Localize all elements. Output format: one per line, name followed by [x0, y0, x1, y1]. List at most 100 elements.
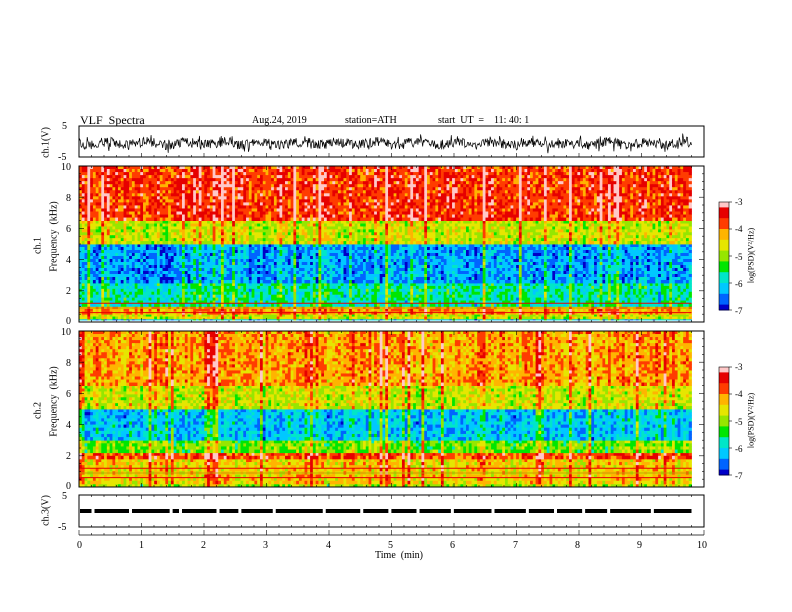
ch1-spectrogram-cell	[363, 314, 366, 317]
ch1-spectrogram-cell	[664, 317, 667, 320]
ch1-spectrogram-cell	[583, 286, 586, 289]
ch1-spectrogram-cell	[316, 289, 319, 292]
ch1-spectrogram-cell	[160, 314, 163, 317]
ch1-spectrogram-cell	[421, 314, 424, 317]
ch1-spectrogram-cell	[586, 283, 589, 286]
ch1-spectrogram-cell	[519, 286, 522, 289]
ch1-spectrogram-cell	[118, 317, 121, 320]
ch1-spectrogram-cell	[188, 314, 191, 317]
ch1-spectrogram-cell	[260, 309, 263, 312]
ch1-spectrogram-cell	[469, 314, 472, 317]
ch1-spectrogram-cell	[402, 286, 405, 289]
ch1-spectrogram-cell	[215, 286, 218, 289]
ch1-spectrogram-cell	[369, 309, 372, 312]
ch1-spectrogram-cell	[394, 289, 397, 292]
ch1-spectrogram-cell	[274, 314, 277, 317]
ch1-spectrogram-cell	[101, 317, 104, 320]
ch1-spectrogram-cell	[335, 289, 338, 292]
ch1-spectrogram-cell	[176, 317, 179, 320]
ch1-spectrogram-cell	[396, 309, 399, 312]
ch1-spectrogram-cell	[563, 317, 566, 320]
ch1-spectrogram-cell	[160, 289, 163, 292]
ch1-spectrogram-cell	[360, 309, 363, 312]
ch1-spectrogram-cell	[240, 317, 243, 320]
ch1-spectrogram-cell	[374, 309, 377, 312]
ch1-spectrogram-cell	[285, 314, 288, 317]
ch1-spectrogram-cell	[346, 289, 349, 292]
ch1-spectrogram-cell	[274, 289, 277, 292]
ch1-spectrogram-cell	[650, 317, 653, 320]
ch1-spectrogram-cell	[608, 314, 611, 317]
ch1-spectrogram-cell	[538, 283, 541, 286]
ch1-spectrogram-cell	[257, 286, 260, 289]
ch1-spectrogram-cell	[602, 314, 605, 317]
ch1-spectrogram-cell	[305, 309, 308, 312]
ch1-spectrogram-cell	[658, 317, 661, 320]
ch1-spectrogram-cell	[505, 309, 508, 312]
ch1-spectrogram-cell	[441, 309, 444, 312]
ch1-spectrogram-cell	[472, 314, 475, 317]
ch1-spectrogram-cell	[207, 309, 210, 312]
ch1-spectrogram-cell	[257, 317, 260, 320]
ch1-spectrogram-cell	[235, 309, 238, 312]
ch1-spectrogram-cell	[647, 314, 650, 317]
ch1-spectrogram-cell	[661, 314, 664, 317]
ch1-spectrogram-cell	[580, 317, 583, 320]
ch1-spectrogram-cell	[185, 283, 188, 286]
ch1-spectrogram-cell	[408, 309, 411, 312]
ch1-spectrogram-cell	[385, 286, 388, 289]
ch1-spectrogram-cell	[580, 314, 583, 317]
ch1-spectrogram-cell	[185, 314, 188, 317]
ch1-spectrogram-cell	[639, 286, 642, 289]
ch1-spectrogram-cell	[279, 309, 282, 312]
ch1-spectrogram-cell	[176, 289, 179, 292]
ch1-spectrogram-cell	[686, 314, 689, 317]
ch1-spectrogram-cell	[605, 317, 608, 320]
ch1-spectrogram-cell	[524, 309, 527, 312]
ch1-spectrogram-cell	[544, 317, 547, 320]
ch1-spectrogram-cell	[374, 317, 377, 320]
ch1-spectrogram-cell	[483, 317, 486, 320]
ch1-spectrogram-cell	[199, 314, 202, 317]
ch1-spectrogram-cell	[204, 317, 207, 320]
ch1-spectrogram-cell	[277, 314, 280, 317]
ch1-spectrogram-cell	[327, 289, 330, 292]
ch1-spectrogram-cell	[296, 283, 299, 286]
ch1-spectrogram-cell	[533, 309, 536, 312]
ch1-spectrogram-cell	[561, 283, 564, 286]
ch1-spectrogram-cell	[435, 286, 438, 289]
ch1-spectrogram-cell	[302, 286, 305, 289]
ch1-spectrogram-cell	[165, 314, 168, 317]
ch1-spectrogram-cell	[366, 286, 369, 289]
ch1-spectrogram-cell	[293, 309, 296, 312]
ch1-spectrogram-cell	[349, 283, 352, 286]
ch1-spectrogram-cell	[427, 317, 430, 320]
ch1-spectrogram-cell	[639, 309, 642, 312]
ch1-spectrogram-cell	[296, 314, 299, 317]
ch1-spectrogram-cell	[675, 283, 678, 286]
ch1-spectrogram-cell	[669, 286, 672, 289]
ch1-spectrogram-cell	[669, 314, 672, 317]
ch1-spectrogram-cell	[293, 286, 296, 289]
ch1-spectrogram-cell	[179, 286, 182, 289]
ch1-spectrogram-cell	[558, 286, 561, 289]
ch1-spectrogram-cell	[174, 309, 177, 312]
ch1-spectrogram-cell	[235, 314, 238, 317]
ch1-spectrogram-cell	[207, 317, 210, 320]
ch1-spectrogram-cell	[112, 289, 115, 292]
ch1-spectrogram-cell	[324, 283, 327, 286]
ch1-spectrogram-cell	[140, 317, 143, 320]
ch1-spectrogram-cell	[608, 309, 611, 312]
ch1-spectrogram-cell	[511, 314, 514, 317]
ch1-spectrogram-cell	[254, 286, 257, 289]
ch1-spectrogram-cell	[463, 286, 466, 289]
ch1-spectrogram-cell	[249, 283, 252, 286]
ch1-spectrogram-cell	[421, 309, 424, 312]
ch1-spectrogram-cell	[318, 317, 321, 320]
ch1-spectrogram-cell	[338, 317, 341, 320]
ch1-spectrogram-cell	[252, 309, 255, 312]
ch1-spectrogram-cell	[633, 286, 636, 289]
ch1-spectrogram-cell	[644, 309, 647, 312]
ch1-spectrogram-cell	[218, 317, 221, 320]
ch1-spectrogram-cell	[614, 314, 617, 317]
